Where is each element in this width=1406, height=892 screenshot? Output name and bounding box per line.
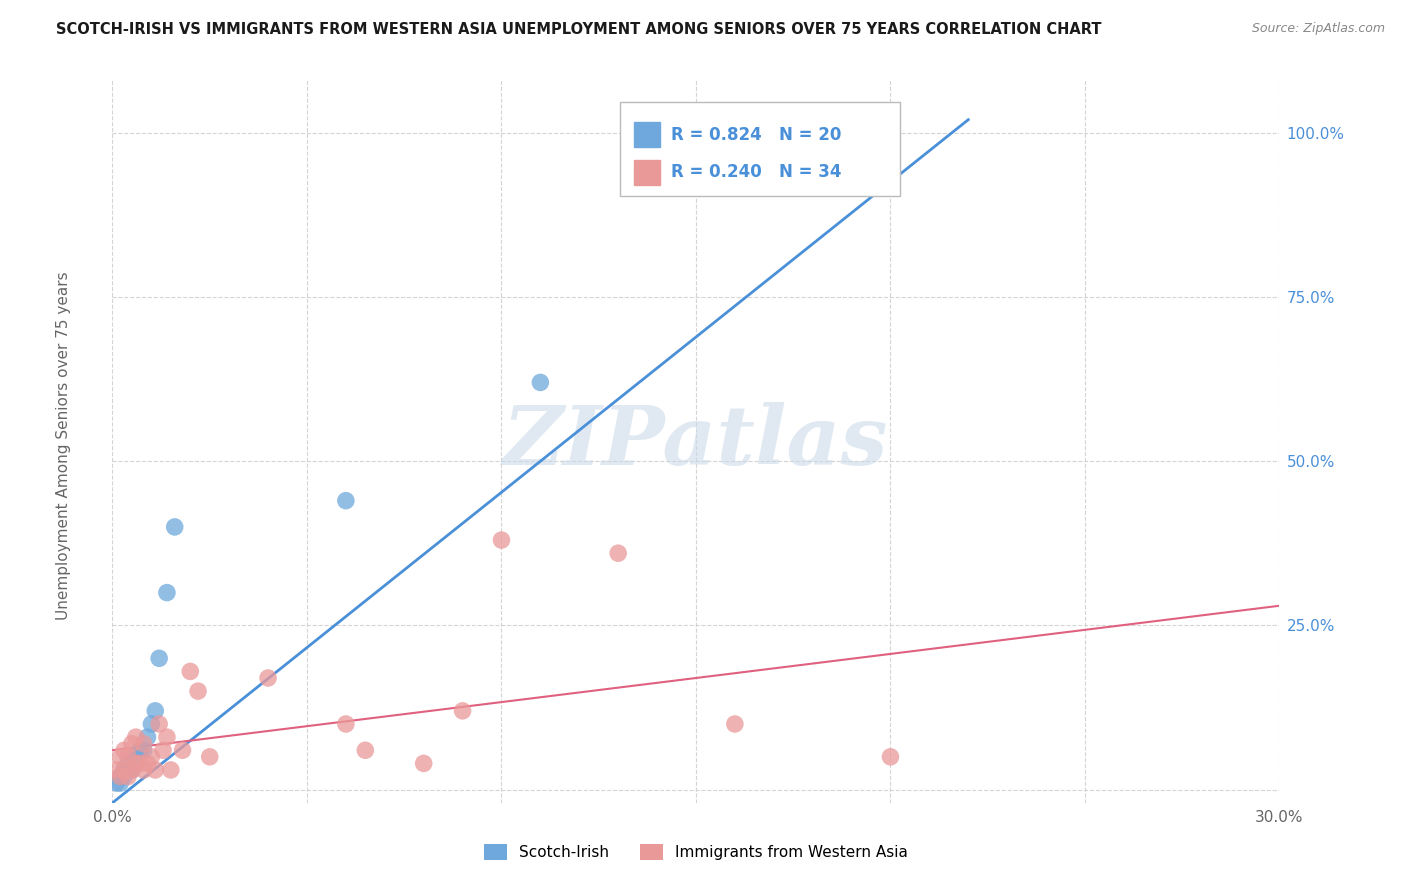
Point <box>156 730 179 744</box>
Point <box>132 763 155 777</box>
Point <box>148 651 170 665</box>
Point <box>132 743 155 757</box>
Point <box>136 730 159 744</box>
Text: R = 0.824   N = 20: R = 0.824 N = 20 <box>672 126 842 144</box>
Point <box>117 756 139 771</box>
Point <box>121 763 143 777</box>
Point <box>156 585 179 599</box>
Point <box>110 770 132 784</box>
Point <box>117 770 139 784</box>
Bar <box>634 160 659 185</box>
Point <box>121 756 143 771</box>
Point <box>117 749 139 764</box>
Point <box>879 749 901 764</box>
Text: ZIPatlas: ZIPatlas <box>503 401 889 482</box>
Point <box>105 763 128 777</box>
Point <box>112 763 135 777</box>
Point <box>529 376 551 390</box>
Point <box>110 776 132 790</box>
Point <box>172 743 194 757</box>
Point <box>607 546 630 560</box>
Point <box>110 749 132 764</box>
Point <box>179 665 201 679</box>
Point <box>125 756 148 771</box>
Point <box>112 763 135 777</box>
Point <box>491 533 513 547</box>
Point <box>163 520 186 534</box>
Point <box>105 776 128 790</box>
Point <box>354 743 377 757</box>
Point <box>143 704 166 718</box>
Point <box>141 717 163 731</box>
Point <box>125 749 148 764</box>
Point <box>125 730 148 744</box>
Point <box>198 749 221 764</box>
Point <box>451 704 474 718</box>
Point <box>136 756 159 771</box>
Point <box>152 743 174 757</box>
Point <box>187 684 209 698</box>
Point <box>128 756 150 771</box>
Legend: Scotch-Irish, Immigrants from Western Asia: Scotch-Irish, Immigrants from Western As… <box>484 844 908 860</box>
Point <box>141 749 163 764</box>
Point <box>257 671 280 685</box>
Point <box>112 743 135 757</box>
Point <box>128 743 150 757</box>
Point <box>744 126 766 140</box>
Point <box>148 717 170 731</box>
Point <box>412 756 434 771</box>
Point <box>335 717 357 731</box>
Point <box>112 770 135 784</box>
Point <box>724 717 747 731</box>
Bar <box>634 122 659 147</box>
Point <box>121 737 143 751</box>
Point <box>121 763 143 777</box>
Point <box>110 770 132 784</box>
Text: Unemployment Among Seniors over 75 years: Unemployment Among Seniors over 75 years <box>56 272 70 620</box>
Point <box>335 493 357 508</box>
Text: SCOTCH-IRISH VS IMMIGRANTS FROM WESTERN ASIA UNEMPLOYMENT AMONG SENIORS OVER 75 : SCOTCH-IRISH VS IMMIGRANTS FROM WESTERN … <box>56 22 1102 37</box>
FancyBboxPatch shape <box>620 102 900 196</box>
Point <box>160 763 183 777</box>
Point <box>132 737 155 751</box>
Point <box>143 763 166 777</box>
Text: Source: ZipAtlas.com: Source: ZipAtlas.com <box>1251 22 1385 36</box>
Text: R = 0.240   N = 34: R = 0.240 N = 34 <box>672 163 842 181</box>
